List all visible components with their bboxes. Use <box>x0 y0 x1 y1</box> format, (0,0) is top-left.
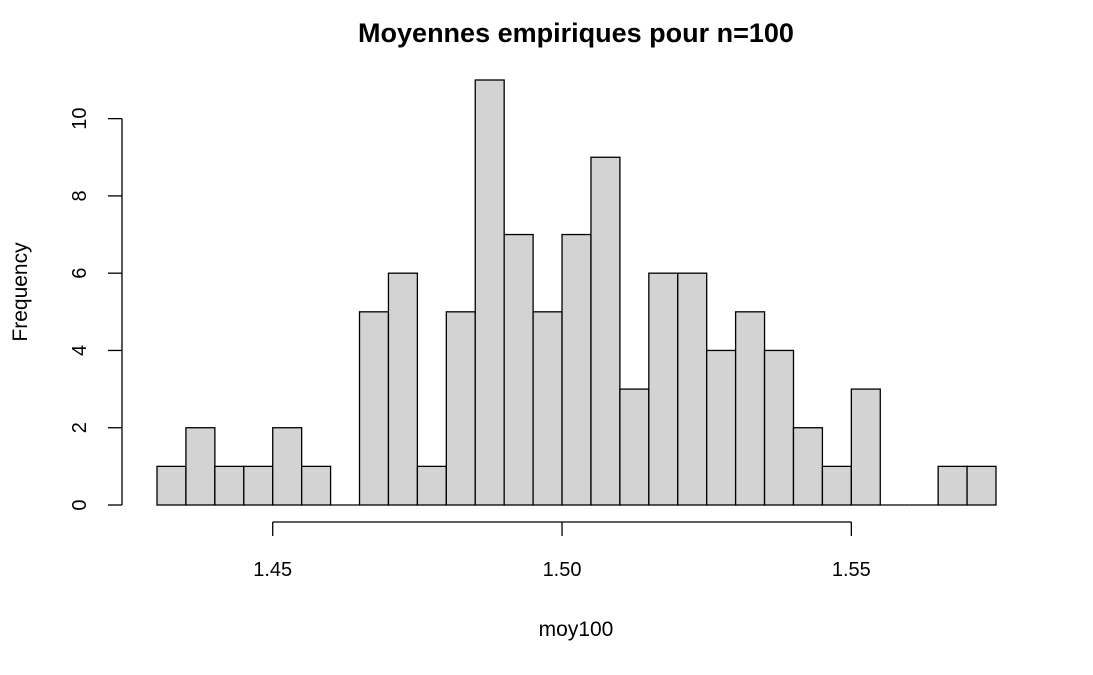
x-tick-label: 1.55 <box>832 559 871 581</box>
bars-group <box>156 79 997 506</box>
histogram-bar <box>301 465 332 506</box>
x-axis: 1.45 1.50 1.55 <box>253 521 871 581</box>
histogram-bar <box>474 79 505 506</box>
chart-title: Moyennes empiriques pour n=100 <box>358 18 794 48</box>
histogram-bar <box>185 427 216 506</box>
histogram-bar <box>821 465 852 506</box>
y-tick-label: 0 <box>69 499 91 510</box>
x-tick-label: 1.45 <box>253 559 292 581</box>
histogram-bar <box>214 465 245 506</box>
histogram-bar <box>706 349 737 506</box>
y-tick-label: 4 <box>69 345 91 356</box>
histogram-bar <box>763 349 795 506</box>
histogram-bar <box>648 272 679 506</box>
y-axis-title: Frequency <box>9 242 32 342</box>
histogram-bar <box>503 233 534 506</box>
histogram-bar <box>734 311 766 506</box>
y-tick-label: 2 <box>69 422 91 433</box>
histogram-bar <box>416 465 447 506</box>
x-tick-label: 1.50 <box>543 559 582 581</box>
histogram-bar <box>677 272 708 506</box>
histogram-bar <box>619 388 650 506</box>
histogram-bar <box>590 156 621 506</box>
histogram-bar <box>532 311 563 506</box>
y-tick-label: 6 <box>69 268 91 279</box>
y-axis: 0 2 4 6 8 10 <box>69 108 123 511</box>
histogram-bar <box>937 465 968 506</box>
histogram-bar <box>445 311 476 506</box>
histogram-bar <box>358 311 390 506</box>
histogram-bar <box>387 272 419 506</box>
y-tick-label: 8 <box>69 190 91 201</box>
histogram-bar <box>243 465 274 506</box>
histogram-bar <box>561 233 592 506</box>
y-tick-label: 10 <box>69 108 91 130</box>
histogram-bar <box>272 427 303 506</box>
histogram-bar <box>966 465 997 506</box>
histogram-bar <box>792 427 824 506</box>
histogram-bar <box>156 465 187 506</box>
x-axis-title: moy100 <box>539 618 614 641</box>
histogram-bar <box>850 388 881 506</box>
